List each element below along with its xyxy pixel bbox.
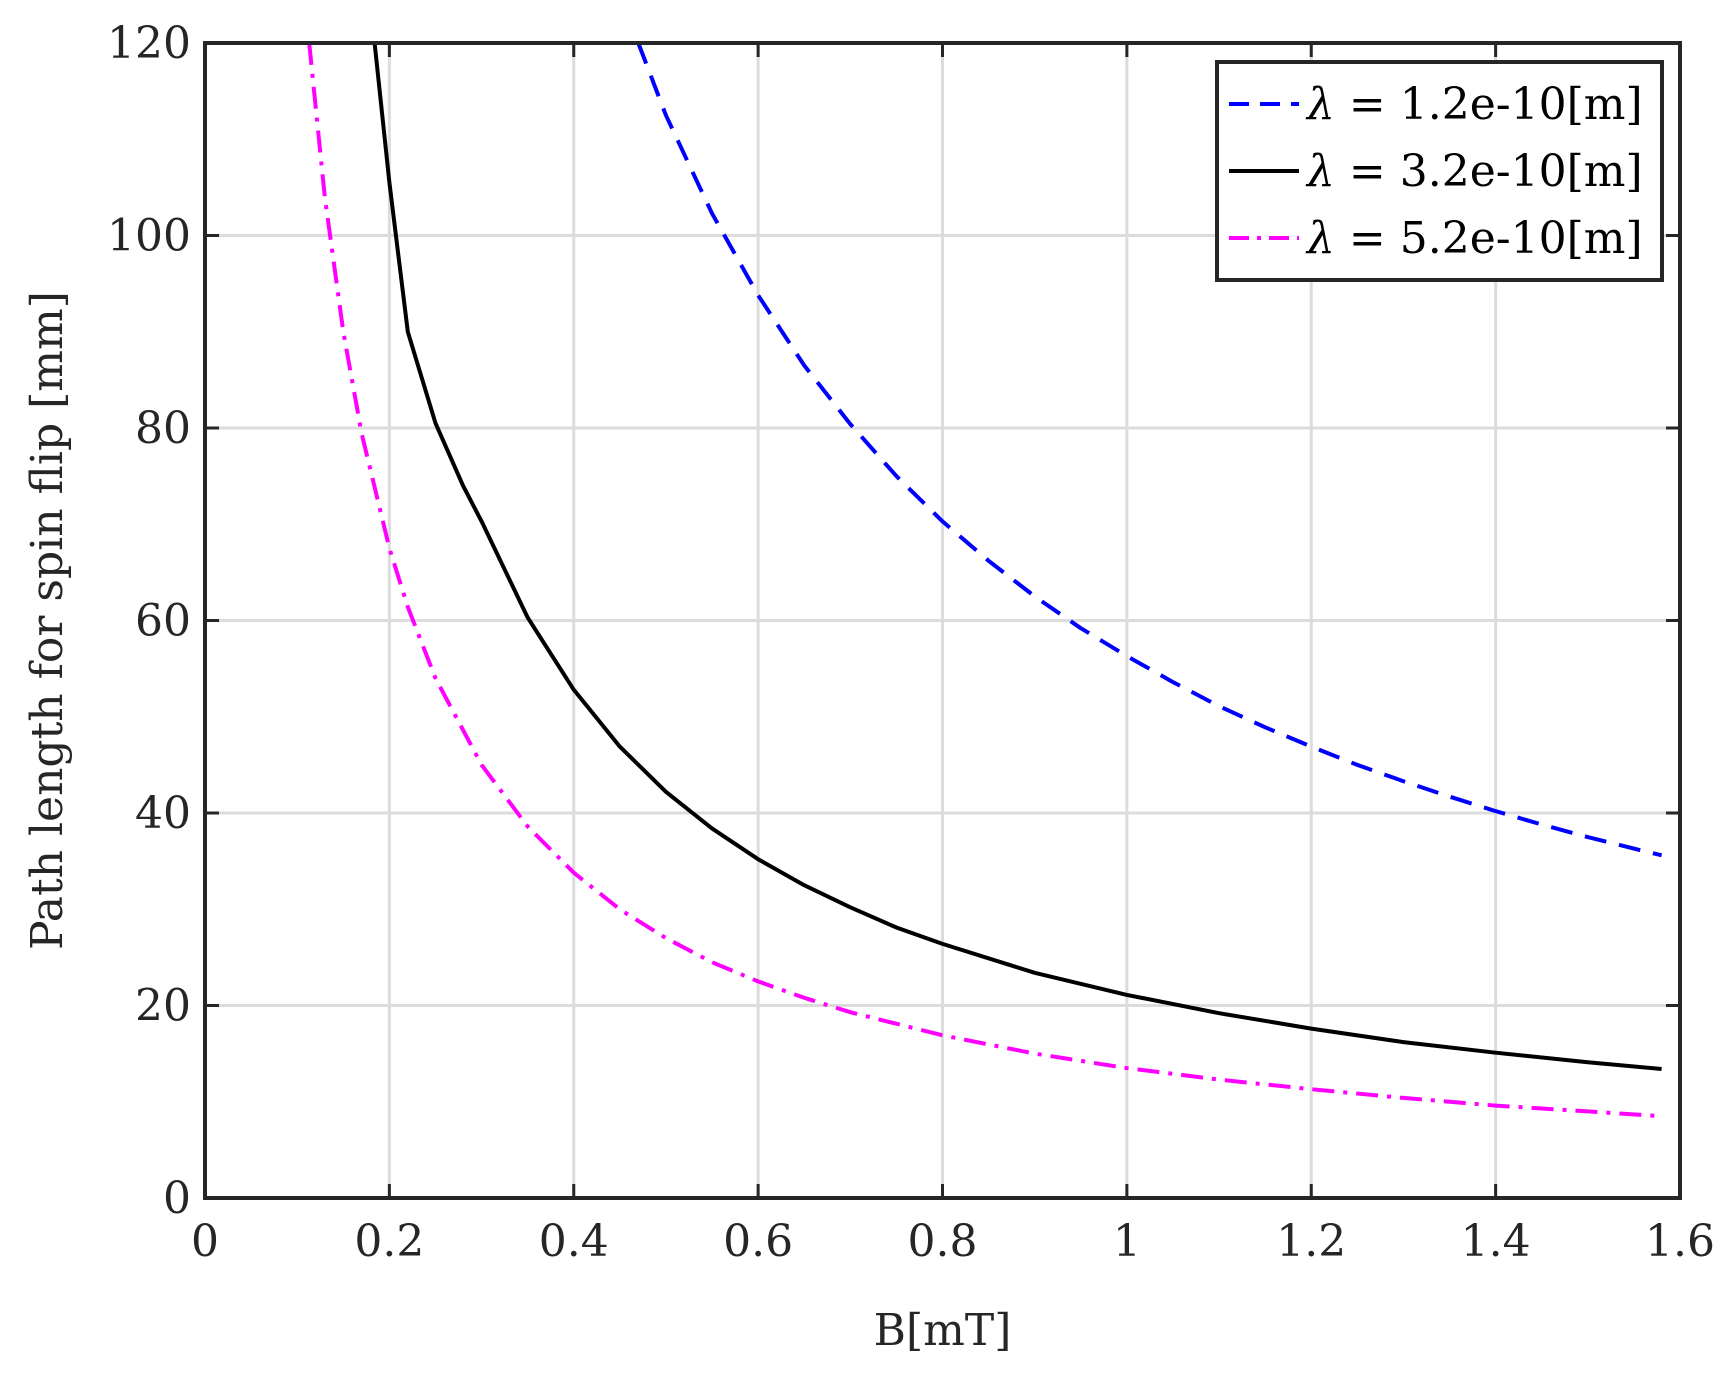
legend-text: = 3.2e-10[m] — [1335, 146, 1643, 197]
y-tick-label: 100 — [107, 211, 191, 262]
legend-symbol: λ — [1305, 79, 1335, 130]
legend-label-3: λ = 5.2e-10[m] — [1305, 213, 1643, 264]
legend-label-2: λ = 3.2e-10[m] — [1305, 146, 1643, 197]
series-layer — [307, 43, 1663, 1119]
x-tick-label: 0.8 — [908, 1216, 978, 1267]
y-tick-label: 0 — [163, 1173, 191, 1224]
y-tick-label: 120 — [107, 18, 191, 69]
x-tick-label: 1 — [1113, 1216, 1141, 1267]
y-tick-label: 80 — [135, 403, 191, 454]
legend-text: = 5.2e-10[m] — [1335, 213, 1643, 264]
x-tick-label: 1.6 — [1645, 1216, 1715, 1267]
series-line-1 — [636, 43, 1663, 858]
legend-symbol: λ — [1305, 146, 1335, 197]
legend: λ = 1.2e-10[m]λ = 3.2e-10[m]λ = 5.2e-10[… — [1215, 60, 1664, 282]
legend-symbol: λ — [1305, 213, 1335, 264]
legend-label-1: λ = 1.2e-10[m] — [1305, 79, 1643, 130]
y-tick-label: 40 — [135, 788, 191, 839]
y-axis-title: Path length for spin flip [mm] — [22, 291, 73, 950]
x-tick-label: 1.4 — [1461, 1216, 1531, 1267]
x-tick-label: 1.2 — [1276, 1216, 1346, 1267]
x-axis-title: B[mT] — [874, 1305, 1012, 1356]
series-line-2 — [372, 43, 1662, 1071]
legend-text: = 1.2e-10[m] — [1335, 79, 1643, 130]
x-tick-label: 0.4 — [539, 1216, 609, 1267]
y-tick-label: 20 — [135, 981, 191, 1032]
x-tick-label: 0.6 — [723, 1216, 793, 1267]
x-axis-ticks: 0 0.2 0.4 0.6 0.8 1 1.2 1.4 1.6 — [191, 43, 1715, 1267]
y-axis-ticks: 0 20 40 60 80 100 120 — [107, 18, 1680, 1224]
x-tick-label: 0.2 — [354, 1216, 424, 1267]
x-tick-label: 0 — [191, 1216, 219, 1267]
y-tick-label: 60 — [135, 596, 191, 647]
